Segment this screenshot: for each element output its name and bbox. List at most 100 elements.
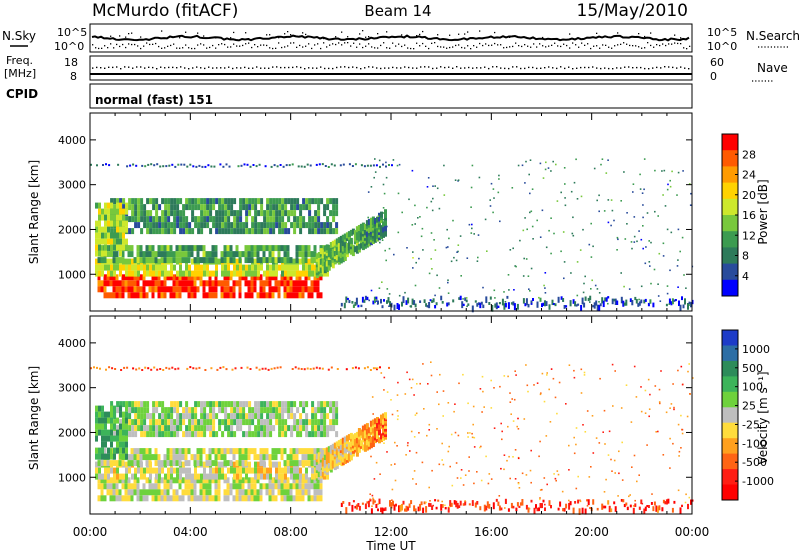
nave-dot	[352, 66, 354, 68]
power-cell	[314, 222, 318, 229]
power-noise-dot	[650, 282, 652, 285]
nsky-dot	[638, 33, 640, 35]
velocity-noise-dot	[415, 451, 418, 454]
velocity-cell	[131, 407, 135, 414]
velocity-ground-dot	[535, 504, 537, 509]
nsky-dot	[401, 34, 403, 36]
power-ground-dot	[638, 301, 641, 306]
velocity-noise-dot	[665, 411, 668, 414]
velocity-cell	[197, 419, 201, 426]
velocity-cell	[98, 447, 101, 454]
velocity-cell	[241, 483, 245, 490]
power-cell	[143, 204, 147, 211]
nsearch-dot	[614, 45, 616, 47]
power-ground-dot	[631, 300, 634, 306]
power-cell	[286, 245, 290, 252]
power-cell	[155, 222, 159, 229]
velocity-cell	[284, 467, 287, 474]
power-band-dot	[375, 164, 378, 167]
nsky-dot	[110, 35, 112, 37]
velocity-cell	[230, 413, 234, 420]
velocity-cell	[226, 448, 230, 455]
nsearch-dot	[200, 43, 202, 45]
velocity-cell	[133, 483, 137, 490]
power-cell	[220, 251, 224, 258]
power-cell	[95, 250, 98, 257]
velocity-cell	[109, 495, 113, 502]
power-noise-dot	[530, 210, 533, 213]
power-cell	[221, 222, 225, 229]
velocity-ground-dot	[681, 504, 683, 508]
velocity-noise-dot	[640, 386, 642, 388]
velocity-cell	[146, 431, 150, 438]
velocity-noise-dot	[657, 430, 659, 433]
power-cell	[106, 292, 110, 299]
power-cell	[164, 204, 168, 211]
nsearch-dot	[95, 47, 97, 49]
nave-dot	[680, 66, 682, 68]
power-cell	[197, 222, 201, 229]
velocity-cell	[299, 467, 302, 474]
power-cell	[194, 216, 198, 223]
velocity-cell	[142, 483, 146, 490]
power-cell	[295, 292, 299, 299]
power-cell	[197, 228, 201, 235]
power-cell	[107, 208, 110, 215]
power-cell	[304, 274, 308, 281]
power-cell	[244, 280, 248, 287]
power-ground-dot	[386, 300, 388, 304]
velocity-band-dot	[312, 367, 315, 370]
power-cell	[236, 228, 240, 235]
power-noise-dot	[667, 183, 669, 186]
power-cell	[179, 222, 183, 229]
nsearch-dot	[224, 43, 226, 46]
velocity-cell	[233, 431, 237, 438]
power-cell	[97, 286, 101, 293]
power-cell	[202, 251, 206, 258]
power-ground-dot	[458, 297, 461, 300]
power-cell	[178, 280, 182, 287]
power-cell	[214, 257, 218, 264]
velocity-tail-cell	[319, 453, 323, 460]
power-cell	[172, 257, 176, 264]
velocity-noise-dot	[409, 450, 411, 452]
power-noise-dot	[376, 303, 379, 305]
velocity-cell	[119, 419, 123, 426]
power-noise-dot	[570, 272, 572, 274]
power-cell	[163, 251, 167, 258]
velocity-cell	[307, 448, 311, 455]
power-cell	[142, 251, 146, 258]
power-tail-cell	[329, 260, 333, 267]
nave-dot	[288, 66, 290, 69]
velocity-cell	[124, 495, 128, 502]
velocity-cell	[218, 425, 222, 432]
velocity-cell	[191, 407, 195, 414]
power-cell	[295, 286, 299, 293]
velocity-colorbar-label: Velocity [m s⁻¹]	[756, 371, 770, 464]
power-ground-dot	[516, 303, 519, 310]
power-cell	[185, 270, 188, 277]
velocity-noise-dot	[553, 473, 555, 475]
power-cell	[211, 280, 215, 287]
power-cell	[145, 292, 149, 299]
power-noise-dot	[401, 211, 403, 214]
velocity-cell	[152, 431, 156, 438]
velocity-cell	[169, 483, 173, 490]
velocity-noise-dot	[517, 417, 519, 420]
velocity-noise-dot	[565, 403, 567, 405]
power-cell	[113, 228, 117, 235]
power-noise-dot	[677, 259, 679, 261]
power-cell	[283, 245, 287, 252]
velocity-band-dot	[351, 367, 354, 370]
velocity-cell	[311, 473, 314, 480]
power-cell	[250, 257, 254, 264]
power-ground-dot	[544, 300, 546, 307]
power-ground-dot	[557, 296, 560, 303]
velocity-cell	[226, 477, 230, 484]
power-cell	[223, 280, 227, 287]
velocity-cell	[203, 419, 207, 426]
velocity-cell	[275, 401, 279, 408]
velocity-noise-dot	[442, 415, 444, 417]
power-tail-cell	[376, 232, 379, 239]
velocity-cell	[308, 431, 312, 438]
